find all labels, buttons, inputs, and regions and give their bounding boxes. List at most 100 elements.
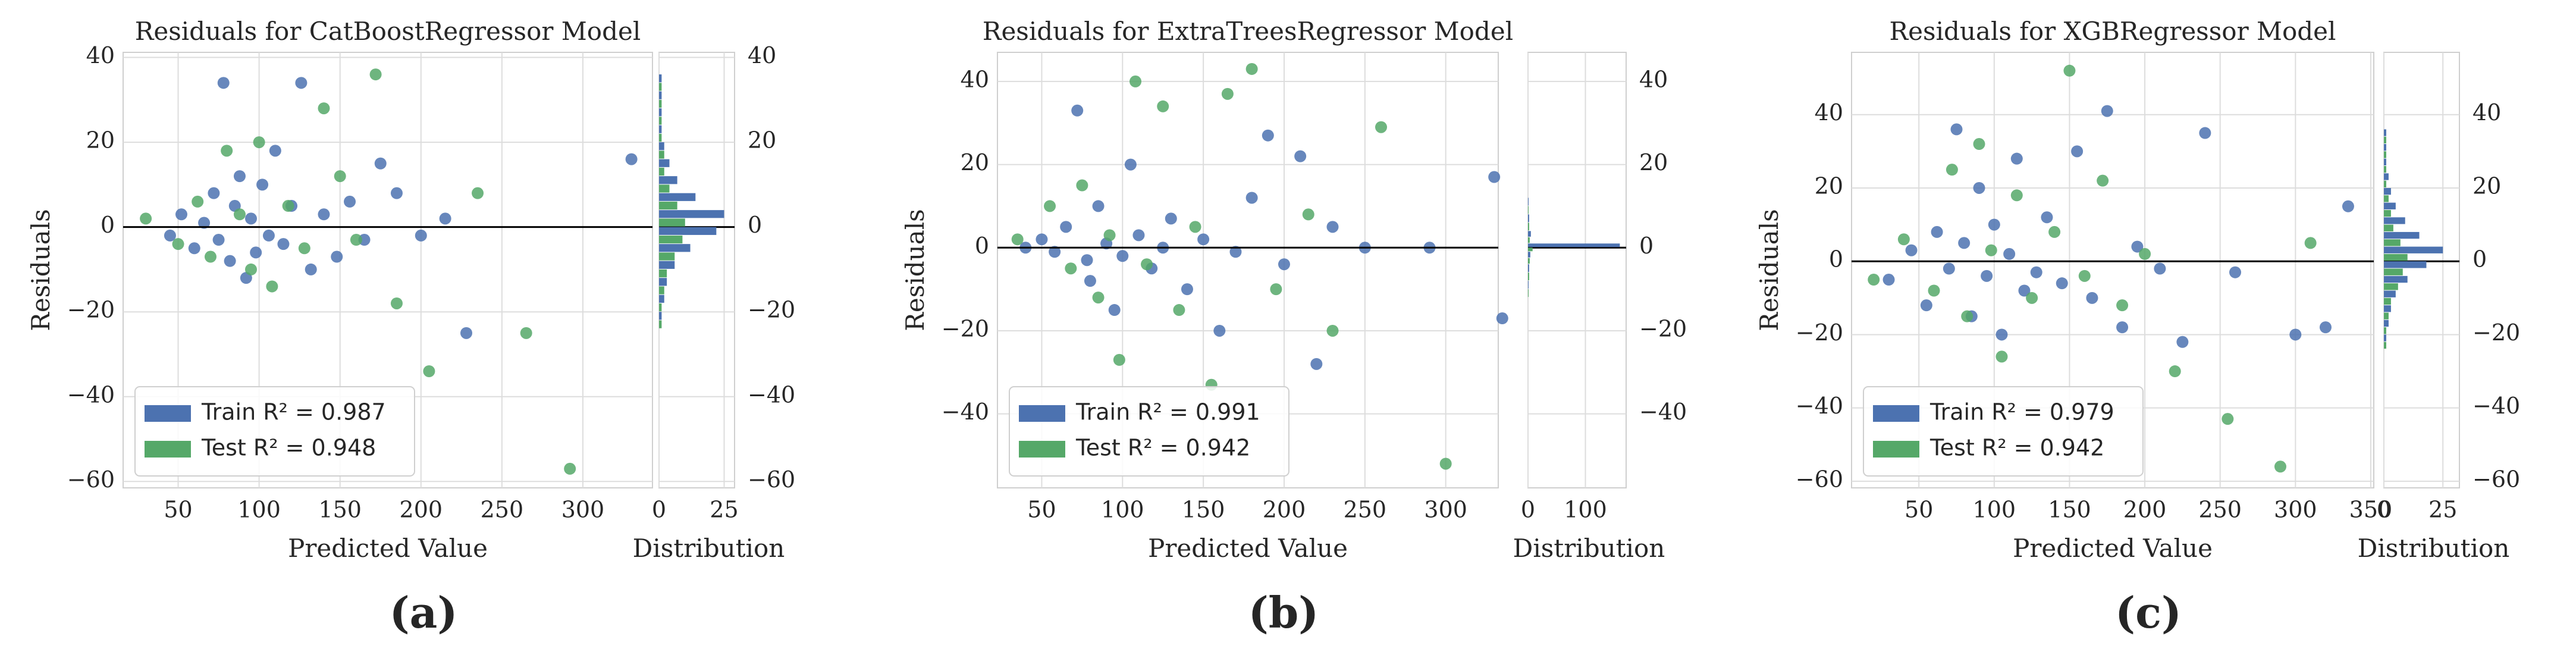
hist-x-tick-label: 0 xyxy=(1521,497,1535,523)
point xyxy=(1081,254,1093,267)
point xyxy=(253,136,265,149)
point xyxy=(1213,324,1226,337)
point xyxy=(1197,233,1210,246)
y2-tick-label: 0 xyxy=(2473,246,2487,272)
point xyxy=(369,68,382,81)
point xyxy=(1868,274,1880,286)
point xyxy=(1995,328,2008,341)
point xyxy=(2319,321,2332,334)
point xyxy=(245,263,258,275)
point xyxy=(1310,358,1323,370)
chart-title: Residuals for XGBRegressor Model xyxy=(1890,17,2336,46)
point xyxy=(1928,284,1940,297)
point xyxy=(2131,240,2144,253)
point xyxy=(1882,274,1895,286)
point xyxy=(1245,62,1258,75)
hist-bar xyxy=(2384,290,2396,297)
hist-bar xyxy=(1528,289,1529,297)
hist-x-axis-label: Distribution xyxy=(633,534,785,563)
y-tick-label: −20 xyxy=(1796,319,1843,346)
hist-bar xyxy=(659,117,662,125)
point xyxy=(1375,121,1388,133)
point xyxy=(221,145,233,157)
point xyxy=(374,157,387,170)
hist-bar xyxy=(2384,231,2420,239)
point xyxy=(1116,250,1129,262)
point xyxy=(2139,247,2151,260)
point xyxy=(204,250,217,263)
point xyxy=(1278,258,1290,271)
y2-tick-label: 20 xyxy=(748,127,776,153)
y2-tick-label: 0 xyxy=(1639,233,1653,259)
point xyxy=(1988,218,2000,231)
point xyxy=(1173,304,1185,317)
point xyxy=(1496,312,1508,325)
x-tick-label: 150 xyxy=(2048,497,2091,523)
x-tick-label: 200 xyxy=(1263,497,1306,523)
y-tick-label: −20 xyxy=(942,315,989,341)
point xyxy=(1245,192,1258,204)
point xyxy=(1084,275,1096,287)
point xyxy=(1229,246,1242,258)
y-tick-label: −40 xyxy=(942,399,989,425)
legend-label: Test R² = 0.942 xyxy=(1075,435,1250,461)
legend-label: Test R² = 0.942 xyxy=(1929,435,2104,461)
y2-tick-label: 40 xyxy=(2473,99,2501,126)
point xyxy=(1270,283,1282,296)
point xyxy=(188,242,200,255)
y-tick-label: −40 xyxy=(1796,393,1843,419)
y-tick-label: −40 xyxy=(67,381,115,408)
point xyxy=(1076,179,1088,192)
point xyxy=(1092,200,1105,212)
hist-bar xyxy=(2384,202,2396,209)
point xyxy=(2274,460,2286,473)
y-tick-label: 40 xyxy=(961,66,989,92)
point xyxy=(1065,262,1077,275)
point xyxy=(1221,87,1234,100)
point xyxy=(1262,129,1274,142)
x-tick-label: 200 xyxy=(2123,497,2167,523)
x-tick-label: 100 xyxy=(237,497,281,523)
point xyxy=(2003,247,2016,260)
point xyxy=(1950,123,1963,136)
chart-title: Residuals for ExtraTreesRegressor Model xyxy=(983,17,1513,46)
point xyxy=(266,280,278,293)
y2-tick-label: −40 xyxy=(748,381,795,408)
hist-bar xyxy=(2384,187,2391,195)
point xyxy=(344,195,356,208)
point xyxy=(2116,299,2129,312)
hist-bar xyxy=(2384,180,2386,187)
x-tick-label: 50 xyxy=(1904,497,1933,523)
hist-bar xyxy=(2384,268,2403,275)
point xyxy=(318,208,330,221)
hist-bar xyxy=(659,142,664,151)
point xyxy=(1488,171,1501,183)
point xyxy=(2071,145,2084,158)
x-axis-label: Predicted Value xyxy=(288,534,488,563)
x-tick-label: 150 xyxy=(1182,497,1225,523)
y2-tick-label: −40 xyxy=(2473,393,2520,419)
point xyxy=(1302,208,1314,221)
hist-area xyxy=(658,52,735,488)
y2-tick-label: −40 xyxy=(1639,399,1687,425)
point xyxy=(192,195,204,208)
x-tick-label: 100 xyxy=(1973,497,2016,523)
point xyxy=(1439,458,1452,470)
hist-bar xyxy=(1528,272,1529,281)
point xyxy=(295,77,308,89)
x-tick-label: 250 xyxy=(2198,497,2242,523)
y2-tick-label: 20 xyxy=(1639,149,1668,176)
point xyxy=(172,238,184,250)
point xyxy=(269,145,281,157)
point xyxy=(520,327,532,339)
hist-bar xyxy=(659,320,662,328)
point xyxy=(1129,75,1142,87)
legend-swatch xyxy=(145,441,191,458)
x-tick-label: 300 xyxy=(2274,497,2317,523)
point xyxy=(1995,350,2008,363)
hist-bar xyxy=(2384,312,2389,319)
legend-swatch xyxy=(145,405,191,422)
point xyxy=(208,187,220,199)
y2-tick-label: −60 xyxy=(748,466,795,493)
hist-bar xyxy=(659,159,670,167)
